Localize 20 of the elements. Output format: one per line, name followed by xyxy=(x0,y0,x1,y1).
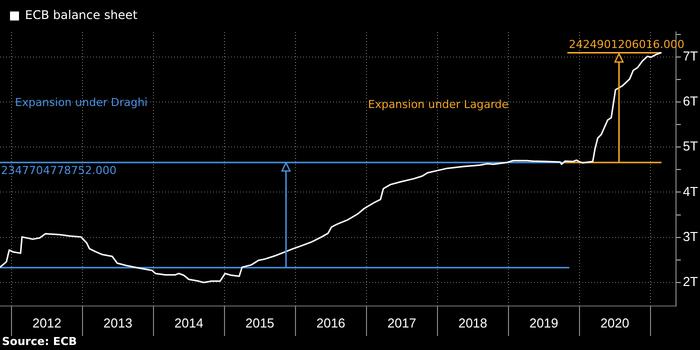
annotation: Expansion under Draghi xyxy=(15,96,148,109)
y-tick-label: 6T xyxy=(682,94,698,109)
x-tick-label: 2013 xyxy=(103,315,132,330)
source-note: Source: ECB xyxy=(2,335,77,348)
x-tick-label: 2017 xyxy=(387,315,416,330)
x-tick-label: 2019 xyxy=(529,315,558,330)
legend-label: ECB balance sheet xyxy=(25,8,138,22)
x-tick-label: 2018 xyxy=(458,315,488,330)
x-tick-label: 2012 xyxy=(32,315,62,330)
x-tick-label: 2016 xyxy=(316,315,346,330)
x-tick-label: 2014 xyxy=(174,315,204,330)
x-tick-label: 2020 xyxy=(600,315,630,330)
y-tick-label: 5T xyxy=(682,138,698,154)
y-tick-label: 4T xyxy=(682,184,698,199)
annotation: 2347704778752.000 xyxy=(1,164,116,177)
y-tick-label: 2T xyxy=(682,274,698,290)
x-tick-label: 2015 xyxy=(245,315,274,330)
y-tick-label: 7T xyxy=(682,48,698,64)
y-tick-label: 3T xyxy=(682,228,698,244)
annotation: Expansion under Lagarde xyxy=(368,98,509,111)
